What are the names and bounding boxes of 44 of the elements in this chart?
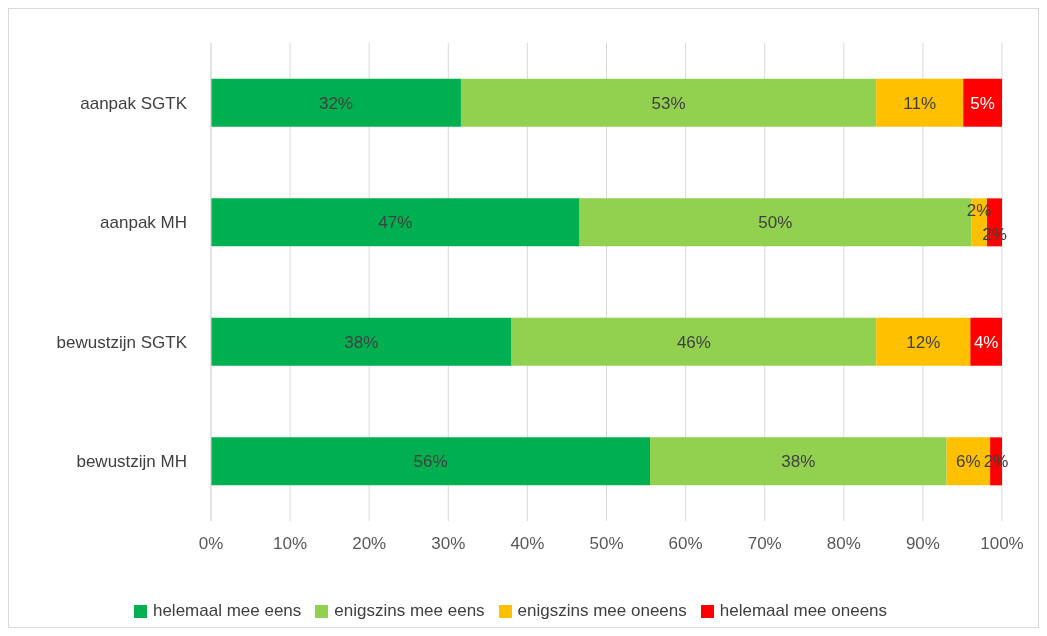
data-label: 5%	[970, 93, 995, 113]
x-tick-label: 50%	[589, 534, 624, 554]
x-tick-label: 80%	[826, 534, 861, 554]
x-tick-label: 40%	[510, 534, 545, 554]
x-tick-label: 70%	[747, 534, 782, 554]
bar	[460, 78, 877, 127]
x-tick-label: 10%	[273, 534, 308, 554]
data-label: 4%	[973, 332, 999, 352]
x-tick-label: 30%	[431, 534, 466, 554]
data-label: 56%	[413, 452, 448, 472]
data-label: 38%	[781, 452, 816, 472]
bar	[876, 317, 971, 366]
bar	[211, 437, 651, 486]
bar	[511, 317, 877, 366]
data-label: 2%	[983, 452, 1009, 472]
legend-label: helemaal mee eens	[151, 601, 302, 621]
bar	[970, 317, 1002, 366]
x-tick-label: 100%	[980, 534, 1024, 554]
y-tick-label: aanpak MH	[100, 213, 187, 233]
data-label: 47%	[378, 213, 413, 233]
x-tick-label: 90%	[905, 534, 940, 554]
bar	[211, 78, 461, 127]
x-tick-label: 20%	[352, 534, 387, 554]
legend-label: helemaal mee oneens	[718, 601, 888, 621]
bar	[876, 78, 964, 127]
data-label: 38%	[344, 332, 379, 352]
bar	[650, 437, 947, 486]
data-label: 46%	[676, 332, 711, 352]
y-tick-label: bewustzijn MH	[76, 452, 187, 472]
bar	[963, 78, 1002, 127]
x-tick-label: 0%	[198, 534, 224, 554]
data-label: 32%	[318, 93, 353, 113]
data-label: 12%	[906, 332, 941, 352]
y-tick-label: aanpak SGTK	[80, 93, 188, 113]
bar	[211, 198, 580, 247]
bar	[211, 317, 512, 366]
legend-label: enigszins mee oneens	[516, 601, 687, 621]
legend-label: enigszins mee eens	[333, 601, 485, 621]
data-label: 11%	[903, 93, 937, 113]
x-tick-label: 60%	[668, 534, 703, 554]
data-label: 6%	[956, 452, 981, 472]
data-label: 53%	[651, 93, 686, 113]
data-label: 50%	[758, 213, 793, 233]
y-tick-label: bewustzijn SGTK	[56, 332, 188, 352]
